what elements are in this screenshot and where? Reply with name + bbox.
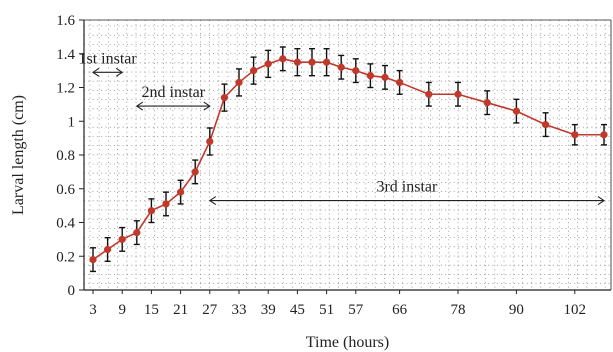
arrow-head xyxy=(597,196,605,206)
x-tick-label: 57 xyxy=(348,302,364,318)
x-tick-label: 9 xyxy=(118,302,126,318)
data-point xyxy=(454,90,462,98)
data-point xyxy=(366,72,375,80)
annotation-arrow: 3rd instar xyxy=(208,179,605,206)
x-tick-label: 78 xyxy=(451,302,466,318)
x-tick-label: 66 xyxy=(392,302,408,318)
y-tick-label: 0.2 xyxy=(56,249,75,265)
data-point xyxy=(293,58,302,66)
axes: 00.20.40.60.811.21.41.63 9 15 21 27 33 39 45 51 5… xyxy=(56,13,612,318)
data-point xyxy=(337,63,345,71)
data-point xyxy=(191,168,199,176)
x-tick-label: 90 xyxy=(509,302,524,318)
annotation-label: 2nd instar xyxy=(142,84,206,101)
data-point xyxy=(147,207,156,215)
data-point xyxy=(264,60,272,68)
data-point xyxy=(89,255,97,264)
x-tick-label: 39 xyxy=(261,302,276,318)
x-axis-title: Time (hours) xyxy=(306,334,389,351)
data-point xyxy=(571,131,579,139)
annotation-label: 1st instar xyxy=(78,50,137,67)
data-point xyxy=(541,120,550,129)
y-tick-label: 0.6 xyxy=(56,182,75,198)
y-tick-label: 1.4 xyxy=(56,47,75,63)
y-tick-label: 1.6 xyxy=(56,13,75,29)
data-point xyxy=(118,235,126,244)
y-axis-title: Larval length (cm) xyxy=(10,95,27,215)
data-point xyxy=(483,99,491,107)
y-tick-label: 0.4 xyxy=(56,216,75,232)
arrow-head xyxy=(208,196,217,206)
annotation-arrow: 1st instar xyxy=(78,50,137,77)
annotations: 1st instar 2nd instar 3rd instar xyxy=(78,50,605,206)
data-point xyxy=(133,228,141,237)
x-tick-label: 21 xyxy=(173,302,188,318)
x-tick-label: 33 xyxy=(232,302,247,318)
series-layer xyxy=(89,46,608,273)
x-tick-label: 15 xyxy=(144,302,159,318)
x-tick-label: 45 xyxy=(290,302,305,318)
data-point xyxy=(600,131,608,139)
data-point xyxy=(381,73,389,82)
data-point xyxy=(322,58,331,66)
data-point xyxy=(279,55,287,63)
data-point xyxy=(206,137,214,146)
y-tick-label: 1.2 xyxy=(56,81,75,97)
data-point xyxy=(103,245,112,254)
data-point xyxy=(425,90,433,98)
data-point xyxy=(512,107,521,115)
data-point xyxy=(352,66,360,75)
annotation-label: 3rd instar xyxy=(376,179,438,196)
data-point xyxy=(220,93,229,102)
arrow-head xyxy=(92,67,100,77)
data-point xyxy=(395,78,404,87)
x-tick-label: 27 xyxy=(202,302,218,318)
y-tick-label: 0.8 xyxy=(56,148,75,164)
x-tick-label: 51 xyxy=(319,302,334,318)
data-point xyxy=(176,188,185,196)
x-tick-label: 102 xyxy=(564,302,587,318)
arrow-head xyxy=(203,101,211,111)
grid xyxy=(84,20,611,290)
data-point xyxy=(162,200,170,208)
data-point xyxy=(235,78,243,87)
data-point xyxy=(249,66,258,75)
y-tick-label: 0 xyxy=(68,283,76,299)
arrow-head xyxy=(135,101,144,111)
x-tick-label: 3 xyxy=(89,302,97,318)
data-point xyxy=(308,58,316,66)
annotation-arrow: 2nd instar xyxy=(135,84,211,111)
y-tick-label: 1 xyxy=(68,114,76,130)
arrow-head xyxy=(115,67,124,77)
